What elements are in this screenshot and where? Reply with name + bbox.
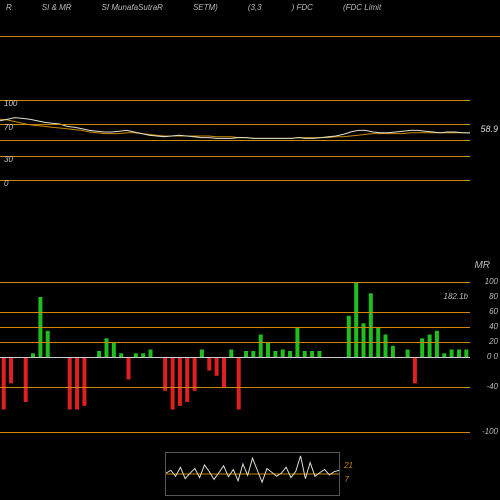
- mr-bar: [281, 350, 285, 358]
- mr-bar: [46, 331, 50, 357]
- mr-axis-label: 40: [489, 322, 498, 331]
- mr-bar: [347, 316, 351, 357]
- mr-bar: [171, 357, 175, 410]
- mr-bar: [413, 357, 417, 383]
- rsi-axis-label: 70: [4, 123, 13, 132]
- rsi-axis-label: 30: [4, 155, 13, 164]
- mr-gridline: [0, 282, 470, 283]
- mr-info-text: 182.1b: [444, 292, 468, 301]
- rsi-axis-label: 0: [4, 179, 8, 188]
- mr-bar: [185, 357, 189, 402]
- mr-axis-label: 0 0: [487, 352, 498, 361]
- mr-bar: [2, 357, 6, 410]
- mr-gridline: [0, 432, 470, 433]
- mr-axis-label: -40: [486, 382, 498, 391]
- mr-bar: [369, 293, 373, 357]
- mini-label-bottom: 7: [345, 475, 349, 484]
- mr-bar: [391, 346, 395, 357]
- mr-gridline: [0, 342, 470, 343]
- mr-bar: [24, 357, 28, 402]
- mr-bar: [68, 357, 72, 410]
- mr-bar: [384, 335, 388, 358]
- mr-bar: [149, 350, 153, 358]
- hdr-2: SI MunafaSutraR: [102, 3, 163, 18]
- mr-bar: [266, 342, 270, 357]
- mr-bar: [406, 350, 410, 358]
- hdr-3: SETM): [193, 3, 218, 18]
- mr-bar: [222, 357, 226, 387]
- rsi-line: [0, 118, 470, 139]
- hdr-6: (FDC Limit: [343, 3, 381, 18]
- mr-bar: [163, 357, 167, 391]
- mr-axis-label: 60: [489, 307, 498, 316]
- mini-chart-svg: [166, 453, 339, 495]
- mr-bar: [82, 357, 86, 406]
- rsi-gridline: [0, 124, 470, 125]
- chart-header: R SI & MR SI MunafaSutraR SETM) (3,3 ) F…: [0, 0, 500, 18]
- rsi-gridline: [0, 140, 470, 141]
- mr-axis-label: 100: [485, 277, 498, 286]
- mini-line: [166, 456, 339, 482]
- mr-bar: [259, 335, 263, 358]
- mr-axis-label: -100: [482, 427, 498, 436]
- mr-bar: [207, 357, 211, 371]
- mr-bar: [450, 350, 454, 358]
- mr-axis-label: 80: [489, 292, 498, 301]
- mr-axis-label: 20: [489, 337, 498, 346]
- mr-bar: [362, 323, 366, 357]
- mr-bar: [178, 357, 182, 406]
- mr-gridline: [0, 312, 470, 313]
- mr-bar: [435, 331, 439, 357]
- mr-bar: [229, 350, 233, 358]
- rsi-smooth-line: [0, 119, 470, 138]
- rsi-gridline: [0, 156, 470, 157]
- mr-bar: [75, 357, 79, 410]
- mr-bar: [193, 357, 197, 391]
- mini-label-top: 21: [344, 461, 353, 470]
- mr-bar: [428, 335, 432, 358]
- rsi-current-value: 58.9: [480, 124, 498, 134]
- rsi-gridline: [0, 180, 470, 181]
- hdr-1: SI & MR: [42, 3, 72, 18]
- hdr-5: ) FDC: [292, 3, 313, 18]
- mr-gridline: [0, 327, 470, 328]
- mr-bar: [215, 357, 219, 376]
- mr-bar: [464, 350, 468, 358]
- rsi-gridline: [0, 100, 470, 101]
- mr-bar: [457, 350, 461, 358]
- mr-gridline: [0, 387, 470, 388]
- hdr-0: R: [6, 3, 12, 18]
- mr-title: MR: [474, 260, 490, 271]
- mr-bar: [237, 357, 241, 410]
- mr-bar: [9, 357, 13, 383]
- mr-bar: [354, 282, 358, 357]
- mini-panel: 21 7: [165, 452, 340, 496]
- hdr-4: (3,3: [248, 3, 262, 18]
- mr-gridline: [0, 357, 470, 358]
- mr-bar: [200, 350, 204, 358]
- top-divider: [0, 36, 500, 37]
- mr-bar: [127, 357, 131, 380]
- mr-bar: [112, 342, 116, 357]
- rsi-axis-label: 100: [4, 99, 17, 108]
